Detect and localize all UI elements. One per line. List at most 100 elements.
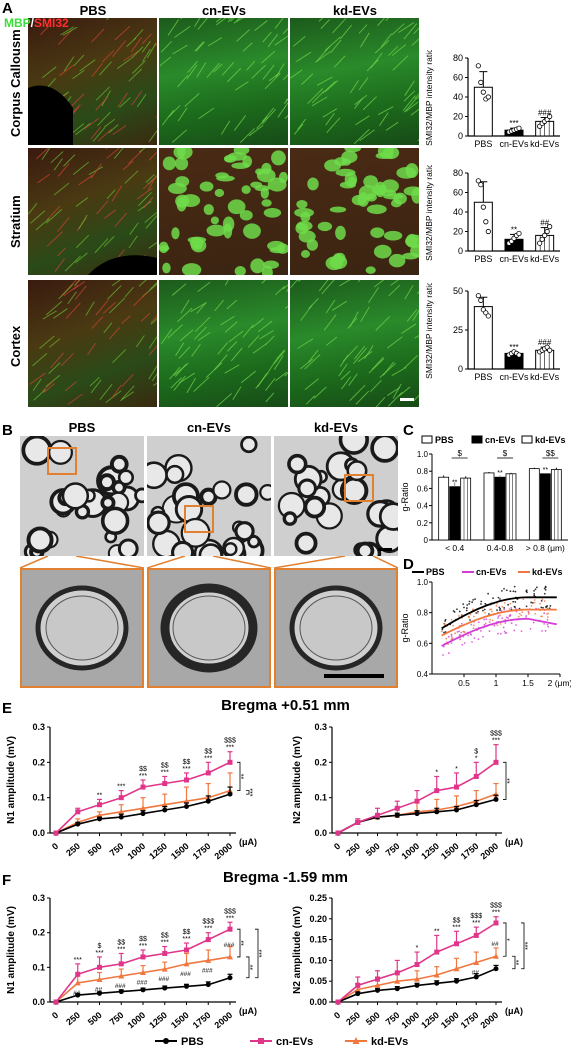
fiber [224,364,240,374]
y-tick-label: 0.1 [32,793,45,803]
marker [74,979,81,986]
smi-label: SMI32 [34,16,69,30]
fiber [99,61,112,76]
fiber [333,55,346,68]
fiber [354,94,368,106]
fiber [150,315,157,323]
axon [240,436,258,454]
fiber [220,315,235,326]
fiber [300,304,313,321]
fiber [106,18,110,21]
fiber [318,18,324,22]
micrograph-texture [29,280,157,405]
sig-label: *** [492,910,500,917]
bar [483,472,495,541]
fiber [214,299,224,312]
scatter-point [539,602,541,605]
scatter-point [458,610,461,613]
fiber [403,90,416,102]
marker [75,821,81,827]
scatter-point [471,641,473,643]
x-tick-label: 1250 [147,1010,169,1031]
scatter-point [528,611,530,614]
scatter-point [534,612,537,615]
fiber [370,52,383,69]
fiber [282,284,288,290]
marker [184,983,189,989]
y-tick-label: 25 [453,325,463,335]
micrograph-texture [159,18,288,144]
data-point [478,297,484,303]
fiber-bundle [373,244,392,259]
axon [338,436,369,455]
fiber [224,280,229,286]
fiber [213,63,223,73]
fiber [65,302,81,319]
fiber [63,56,75,72]
legend-label: PBS [181,1036,204,1048]
axon [346,460,368,482]
fiber [159,56,172,67]
fiber [102,50,115,63]
scatter-point [499,609,501,612]
micrograph-1-2 [290,148,419,275]
scatter-point [514,601,517,603]
fiber [377,106,394,116]
sig-label: *** [250,788,257,796]
fit-line-0 [441,596,557,630]
scatter-point [463,642,466,644]
marker [184,804,189,809]
fiber [37,173,51,184]
fiber-bundle [403,186,419,196]
data-point [475,63,481,69]
fiber [148,335,157,349]
scatter-point [475,612,478,614]
sig-label: *** [161,940,169,947]
scatter-point [547,625,550,628]
ventricle [28,85,73,145]
sig-label: * [416,945,419,952]
fiber [216,18,227,26]
fiber [132,60,146,74]
scatter-point [459,638,462,641]
data-point [478,182,484,188]
fiber [264,72,281,90]
marker [118,814,124,820]
scatter-point [472,627,475,630]
axon [370,436,398,463]
fiber [135,335,145,348]
scatter-point [499,598,501,600]
fiber [149,281,157,290]
chart-d: PBS cn-EVs kd-EVs 0.4 0.6 0.8 1.0 0.5 1 1.5 2 (μm)… [400,567,571,688]
marker [183,960,190,967]
fiber [403,354,419,369]
fiber [402,95,416,111]
panel-letter-d: D [403,556,414,573]
scatter-point [492,597,494,600]
scatter-point [543,592,546,595]
fiber [246,60,256,71]
fiber-bundle [233,148,250,155]
scatter-point [469,613,472,616]
x-tick-label: 250 [64,1010,82,1027]
fiber [111,185,123,202]
fiber [67,291,77,305]
data-point [516,352,522,358]
y-tick-label: 0.3 [32,722,45,732]
y-tick-label: 60 [453,188,463,198]
x-tick-label: 750 [384,841,402,858]
marker [118,795,124,801]
fiber [226,67,242,83]
fiber-bundle [250,258,265,274]
data-point [480,89,486,95]
scatter-point [474,598,476,601]
fiber [404,285,414,300]
data-point [475,178,481,184]
bar [460,477,472,541]
marker [355,982,361,988]
marker [75,971,81,977]
bar [449,486,461,541]
scatter-point [533,589,535,592]
y-tick-label: 0.0 [32,828,45,838]
x-tick-label: 1000 [400,841,422,862]
